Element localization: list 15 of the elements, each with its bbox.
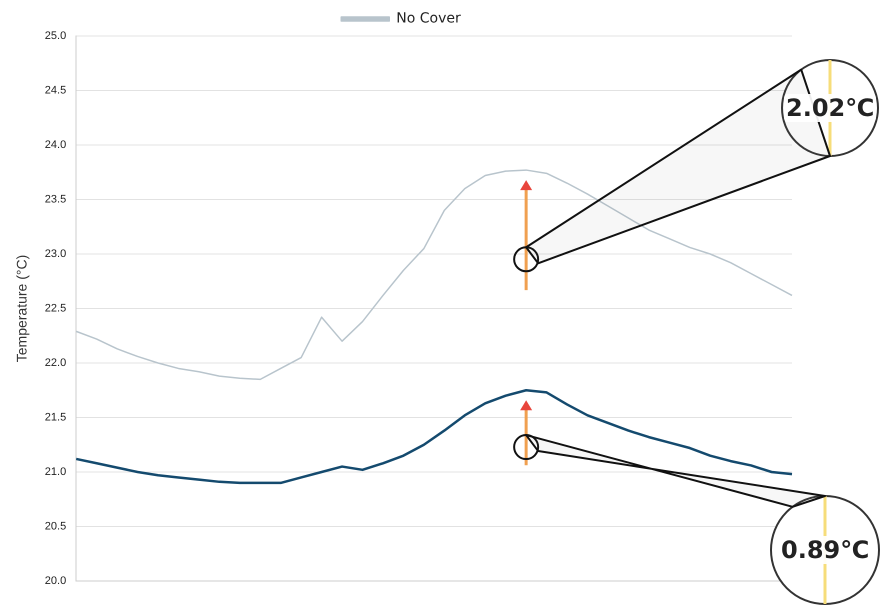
y-tick-label: 23.0	[44, 248, 66, 260]
y-tick-label: 24.0	[44, 139, 66, 152]
y-axis-title: Temperature (°C)	[13, 254, 30, 362]
y-tick-label: 21.0	[44, 466, 66, 478]
y-tick-label: 25.0	[44, 30, 66, 42]
y-tick-label: 24.5	[44, 84, 66, 97]
y-tick-label: 22.0	[44, 357, 66, 370]
y-tick-label: 20.5	[44, 520, 66, 533]
annotation: 2.02℃	[784, 94, 876, 122]
y-tick-label: 20.0	[44, 575, 66, 588]
y-tick-label: 22.5	[44, 302, 66, 315]
y-tick-label: 23.5	[44, 194, 66, 206]
y-tick-label: 21.5	[44, 412, 66, 424]
annotation: 0.89℃	[779, 536, 872, 564]
legend-label: No Cover	[396, 10, 461, 27]
